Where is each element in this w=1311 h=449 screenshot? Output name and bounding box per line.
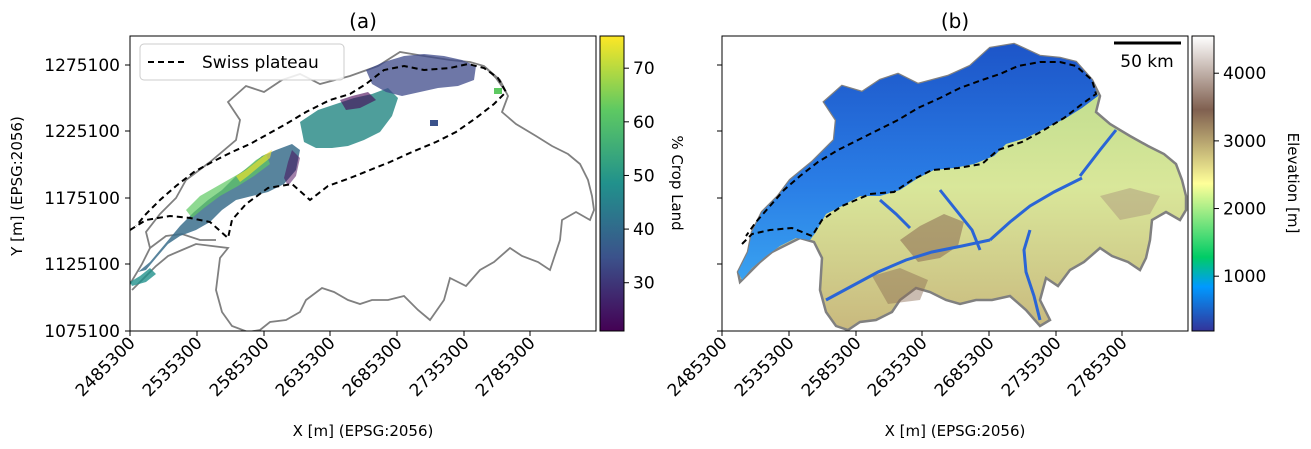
x-tick-label: 2485300 [664, 333, 732, 401]
lowland-area [738, 44, 1098, 280]
legend: Swiss plateau [139, 43, 345, 81]
colorbar-a-label: % Crop Land [668, 135, 686, 230]
colorbar-tick-label: 3000 [1223, 132, 1266, 152]
x-tick-label: 2785300 [1064, 333, 1132, 401]
panel-a: (a) [8, 9, 686, 440]
panel-a-title: (a) [349, 9, 377, 33]
panel-b: (b) 50 k [664, 9, 1302, 440]
y-tick-label: 1275100 [44, 56, 120, 76]
x-axis-label: X [m] (EPSG:2056) [885, 422, 1026, 440]
alpine-ridge [1100, 188, 1160, 220]
y-axis-b [717, 64, 722, 332]
x-tick-label: 2485300 [72, 333, 140, 401]
switzerland-border-a [130, 51, 595, 331]
colorbar-tick-label: 30 [633, 274, 655, 294]
y-axis-a: 1275100 1225100 1175100 1125100 1075100 [44, 56, 130, 342]
x-tick-label: 2535300 [731, 333, 799, 401]
valleys [825, 129, 1118, 321]
colorbar-tick-label: 70 [633, 59, 655, 79]
scale-bar: 50 km [1114, 41, 1181, 72]
y-tick-label: 1125100 [44, 255, 120, 275]
x-axis-label: X [m] (EPSG:2056) [293, 422, 434, 440]
x-tick-label: 2635300 [864, 333, 932, 401]
scale-bar-label: 50 km [1120, 52, 1173, 72]
x-tick-label: 2585300 [206, 333, 274, 401]
x-tick-label: 2685300 [339, 333, 407, 401]
colorbar-b: 1000 2000 3000 4000 Elevation [m] [1191, 35, 1302, 332]
x-tick-label: 2635300 [272, 333, 340, 401]
x-tick-label: 2735300 [998, 333, 1066, 401]
x-tick-label: 2535300 [139, 333, 207, 401]
colorbar-tick-label: 2000 [1223, 200, 1266, 220]
legend-label: Swiss plateau [202, 53, 319, 73]
y-tick-label: 1225100 [44, 122, 120, 142]
y-axis-label: Y [m] (EPSG:2056) [8, 116, 26, 257]
panel-b-map [736, 42, 1188, 331]
x-tick-label: 2735300 [406, 333, 474, 401]
colorbar-tick-label: 40 [633, 220, 655, 240]
panel-b-axes [721, 35, 1189, 332]
x-axis-a: 2485300 2535300 2585300 2635300 2685300 … [72, 331, 540, 401]
panel-a-axes [129, 35, 597, 332]
colorbar-tick-label: 60 [633, 113, 655, 133]
swiss-plateau-outline-a [130, 62, 508, 240]
colorbar-tick-label: 4000 [1223, 64, 1266, 84]
colorbar-tick-label: 50 [633, 166, 655, 186]
colorbar-b-label: Elevation [m] [1284, 133, 1302, 234]
colorbar-tick-label: 1000 [1223, 267, 1266, 287]
alpine-ridge [872, 268, 928, 304]
x-tick-label: 2685300 [931, 333, 999, 401]
y-tick-label: 1075100 [44, 322, 120, 342]
x-tick-label: 2585300 [798, 333, 866, 401]
x-axis-b: 2485300 2535300 2585300 2635300 2685300 … [664, 331, 1132, 401]
panel-b-title: (b) [941, 9, 969, 33]
panel-a-map [130, 51, 595, 331]
colorbar-a: 30 40 50 60 70 % Crop Land [599, 35, 686, 332]
x-tick-label: 2785300 [472, 333, 540, 401]
cropland-pixels [130, 54, 502, 286]
y-tick-label: 1175100 [44, 189, 120, 209]
